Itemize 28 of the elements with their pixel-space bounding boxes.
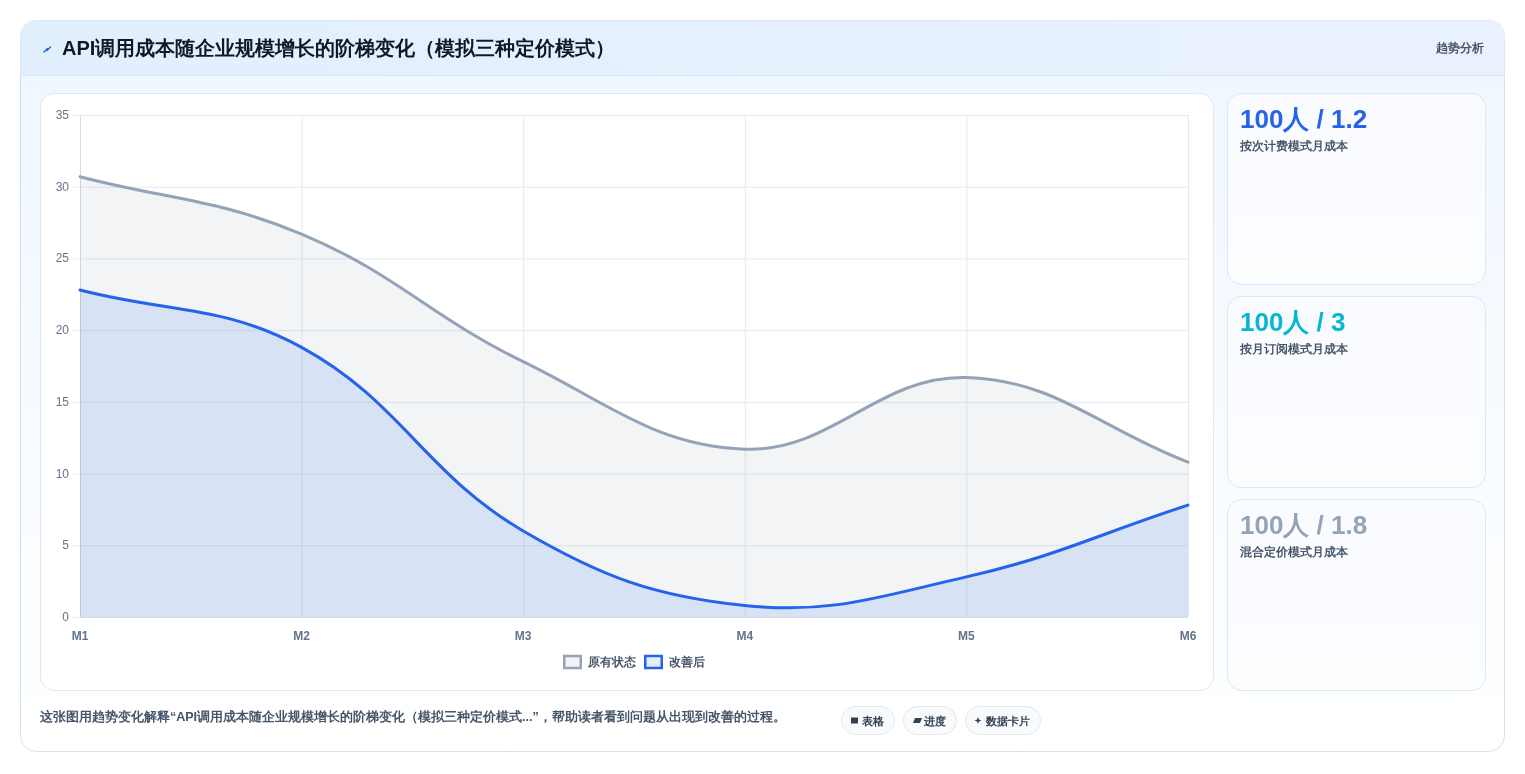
x-tick-label: M2: [293, 629, 311, 643]
x-tick-label: M6: [1179, 629, 1197, 643]
text: 混合定价模式月成本: [1239, 545, 1349, 559]
text: 趋势分析: [1435, 41, 1484, 55]
chip: 进度: [903, 706, 957, 735]
legend-label: 原有状态: [587, 655, 637, 668]
text: 100人 / 1.2: [1240, 104, 1368, 134]
y-tick-label: 15: [55, 394, 70, 409]
y-tick-label: 25: [55, 251, 70, 266]
y-tick-label: 35: [55, 108, 70, 122]
text: 这张图用趋势变化解释“API调用成本随企业规模增长的阶梯变化（模拟三种定价模式...”，帮助读者看到问题从出现到改善的过程。: [39, 709, 786, 724]
y-tick-label: 20: [55, 323, 70, 338]
y-tick-label: 5: [62, 538, 70, 553]
text: 按次计费模式月成本: [1239, 139, 1349, 153]
text: 100人 / 3: [1240, 307, 1346, 337]
chip: 表格: [841, 706, 895, 735]
x-tick-label: M4: [736, 629, 754, 643]
chip: 数据卡片: [965, 706, 1041, 735]
text: 按月订阅模式月成本: [1239, 342, 1349, 355]
chart-title: API调用成本随企业规模增长的阶梯变化（模拟三种定价模式）: [62, 37, 616, 59]
text: 100人 / 1.8: [1240, 510, 1368, 540]
y-tick-label: 30: [55, 179, 70, 194]
x-tick-label: M1: [71, 629, 89, 643]
legend-label: 改善后: [669, 655, 705, 669]
x-tick-label: M3: [514, 629, 532, 643]
y-tick-label: 10: [55, 466, 70, 481]
y-tick-label: 0: [62, 610, 70, 624]
x-tick-label: M5: [958, 629, 976, 643]
